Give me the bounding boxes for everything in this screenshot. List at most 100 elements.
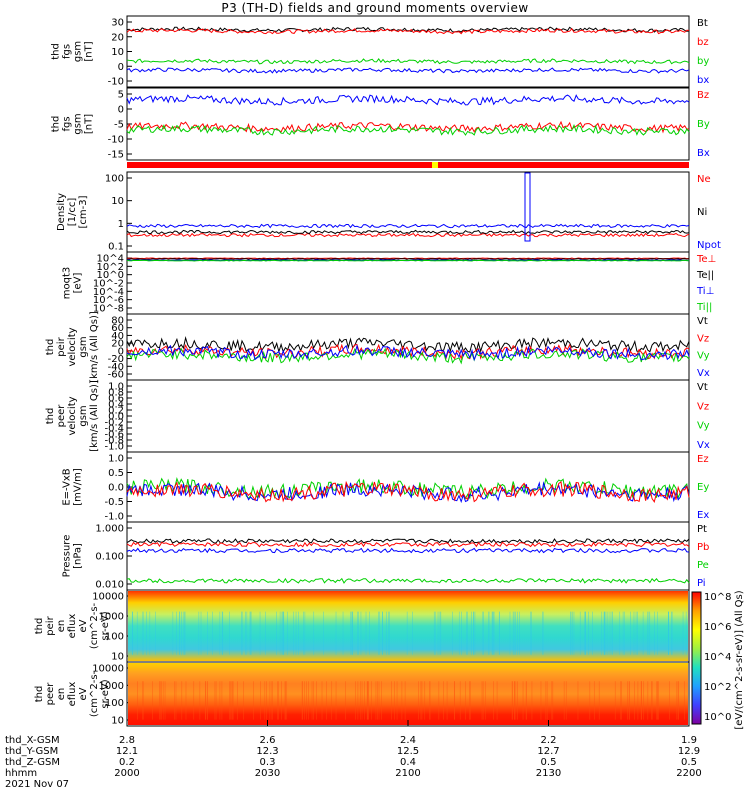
panel-frame-0 bbox=[126, 15, 690, 88]
ylabel-line: thd bbox=[45, 408, 56, 425]
ytick-label: 0.0 bbox=[108, 412, 124, 423]
ytick-label: -0.2 bbox=[104, 418, 124, 429]
ytick-label: 10 bbox=[111, 196, 124, 207]
panel-ylabel-5: thdpeervelocitygsm[km/s (All Qs)] bbox=[45, 380, 100, 452]
ytick-label: 0.1 bbox=[108, 242, 124, 253]
ylabel-line: velocity bbox=[67, 396, 78, 435]
footer-value: 12.5 bbox=[397, 746, 419, 757]
legend-Bx: Bx bbox=[697, 148, 710, 159]
ylabel-line: [km/s (All Qs)] bbox=[89, 311, 100, 383]
ytick-label: 10 bbox=[111, 652, 124, 663]
legend-Pt: Pt bbox=[697, 524, 707, 535]
footer-value: 0.5 bbox=[541, 757, 557, 768]
ytick-label: 80 bbox=[111, 316, 124, 327]
ylabel-line: thd bbox=[51, 43, 62, 60]
ytick-label: -15 bbox=[108, 150, 124, 161]
ytick-label: -10 bbox=[108, 135, 124, 146]
ylabel-line: eflux bbox=[67, 614, 78, 639]
footer-value: 1.9 bbox=[681, 735, 697, 746]
series-Ex bbox=[126, 481, 690, 504]
ytick-label: 10000 bbox=[92, 592, 124, 603]
ytick-label: -40 bbox=[108, 362, 124, 373]
ylabel-line: eflux bbox=[67, 682, 78, 707]
footer-value: 2030 bbox=[255, 768, 280, 779]
legend-Vz: Vz bbox=[697, 401, 709, 412]
ytick-label: 100 bbox=[105, 632, 124, 643]
panel-ylabel-1: thdfgsgsm[nT] bbox=[51, 113, 95, 134]
ylabel-line: thd bbox=[34, 618, 45, 635]
ytick-label: 0.0 bbox=[108, 483, 124, 494]
legend-Vt: Vt bbox=[697, 382, 708, 393]
ytick-label: 0 bbox=[118, 105, 124, 116]
series-bz bbox=[126, 27, 690, 35]
ylabel-line: [cm-3] bbox=[78, 195, 89, 228]
footer-value: 12.3 bbox=[256, 746, 278, 757]
legend-Te⊥: Te⊥ bbox=[696, 254, 716, 265]
legend-Pi: Pi bbox=[697, 578, 706, 589]
ytick-label: 5 bbox=[118, 90, 124, 101]
footer-value: 12.9 bbox=[678, 746, 700, 757]
ytick-label: 1.0 bbox=[108, 454, 124, 465]
ytick-label: -60 bbox=[108, 370, 124, 381]
spectrogram-8 bbox=[128, 591, 688, 661]
colorbar-label: 10^4 bbox=[704, 652, 731, 663]
colorbar-label: 10^6 bbox=[704, 622, 731, 633]
footer-value: 12.1 bbox=[116, 746, 138, 757]
ylabel-line: moqt3 bbox=[62, 267, 73, 300]
legend-Npot: Npot bbox=[697, 240, 721, 251]
footer-value: 2.6 bbox=[260, 735, 276, 746]
ylabel-line: en bbox=[56, 688, 67, 701]
ytick-label: 10^-8 bbox=[93, 304, 124, 315]
legend-Vy: Vy bbox=[697, 421, 710, 432]
series-Pi bbox=[126, 547, 690, 554]
series-Npot bbox=[126, 223, 690, 229]
ylabel-line: eV bbox=[78, 687, 89, 700]
ytick-label: -0.4 bbox=[104, 424, 124, 435]
panel-ylabel-2: Density[1/cc][cm-3] bbox=[56, 193, 89, 231]
ytick-label: -0.6 bbox=[104, 430, 124, 441]
ylabel-line: peer bbox=[45, 682, 56, 706]
density-spike bbox=[524, 172, 531, 242]
footer-value: 12.7 bbox=[537, 746, 559, 757]
ytick-label: 10^0 bbox=[97, 270, 124, 281]
ylabel-line: [mV/m] bbox=[73, 468, 84, 506]
panel-ylabel-8: thdpeirenefluxeV(cm^2-s-sr-eV) bbox=[34, 602, 111, 649]
legend-Vx: Vx bbox=[697, 440, 710, 451]
legend-Bz: Bz bbox=[697, 90, 709, 101]
ylabel-line: [nPa] bbox=[73, 543, 84, 569]
chart-title: P3 (TH-D) fields and ground moments over… bbox=[221, 1, 529, 15]
ylabel-line: gsm bbox=[73, 41, 84, 62]
panel-frame-2 bbox=[126, 171, 690, 253]
series-by bbox=[126, 58, 690, 65]
panel-ylabel-7: Pressure[nPa] bbox=[62, 535, 84, 578]
footer-label-2: thd_Z-GSM bbox=[5, 757, 60, 768]
ylabel-line: Pressure bbox=[62, 535, 73, 578]
ytick-label: 0.6 bbox=[108, 394, 124, 405]
ytick-label: 100 bbox=[105, 698, 124, 709]
footer-value: 0.2 bbox=[119, 757, 135, 768]
ytick-label: 30 bbox=[111, 18, 124, 29]
legend-Ey: Ey bbox=[697, 482, 709, 493]
ylabel-line: Density bbox=[56, 193, 67, 231]
series-Pb bbox=[126, 541, 690, 548]
colorbar-label: 10^2 bbox=[704, 682, 731, 693]
ytick-label: 10^2 bbox=[97, 262, 124, 273]
ytick-label: -5 bbox=[114, 120, 124, 131]
ytick-label: 0.5 bbox=[108, 468, 124, 479]
ylabel-line: velocity bbox=[67, 327, 78, 366]
ytick-label: -20 bbox=[108, 354, 124, 365]
ylabel-line: peir bbox=[45, 615, 56, 635]
ylabel-line: gsm bbox=[78, 336, 89, 357]
ytick-label: 1000 bbox=[99, 612, 124, 623]
series-Vx bbox=[126, 344, 690, 362]
ytick-label: -0.5 bbox=[104, 497, 124, 508]
series-Ez bbox=[126, 480, 690, 503]
ylabel-line: E=-VxB bbox=[62, 468, 73, 505]
series-Te|| bbox=[127, 258, 690, 260]
ylabel-line: [nT] bbox=[84, 41, 95, 61]
ytick-label: 0 bbox=[118, 62, 124, 73]
ylabel-line: peir bbox=[56, 336, 67, 356]
ytick-label: -10 bbox=[108, 77, 124, 88]
footer-value: 2000 bbox=[114, 768, 139, 779]
legend-bz: bz bbox=[697, 37, 709, 48]
